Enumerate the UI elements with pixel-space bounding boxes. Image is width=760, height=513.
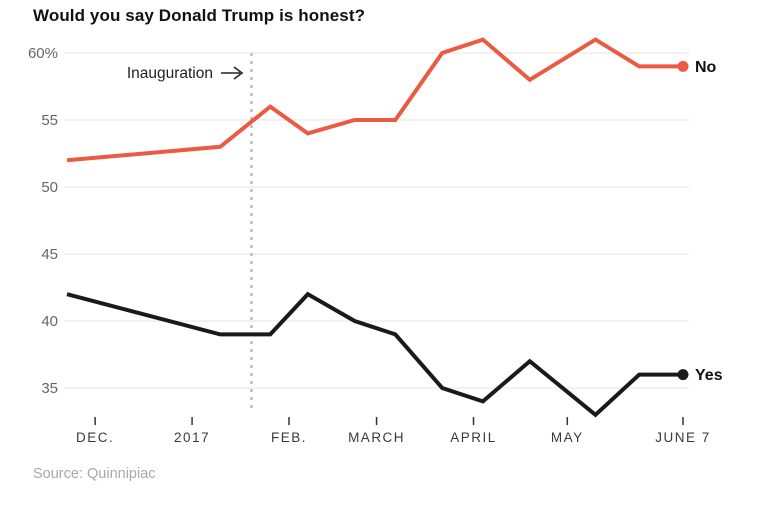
series-end-label-yes: Yes xyxy=(695,367,723,384)
y-axis-label: 60% xyxy=(28,45,58,62)
chart-title: Would you say Donald Trump is honest? xyxy=(33,6,366,25)
series-end-label-no: No xyxy=(695,59,717,76)
series-end-dot-no xyxy=(677,60,689,72)
y-axis-label: 45 xyxy=(41,246,58,263)
y-axis-label: 35 xyxy=(41,380,58,397)
y-axis-label: 40 xyxy=(41,313,58,330)
right-arrow-icon xyxy=(221,66,244,80)
y-axis-label: 55 xyxy=(41,112,58,129)
x-axis-label: APRIL xyxy=(450,430,497,445)
x-axis-label: MAY xyxy=(551,430,584,445)
y-axis-label: 50 xyxy=(41,179,58,196)
series-end-dot-yes xyxy=(677,369,689,381)
x-axis-label: FEB. xyxy=(271,430,307,445)
series-line-yes xyxy=(66,291,683,418)
x-axis-label: 2017 xyxy=(174,430,210,445)
x-axis-label: MARCH xyxy=(348,430,405,445)
x-axis-label: JUNE 7 xyxy=(655,430,711,445)
series-line-no xyxy=(66,37,683,163)
x-axis-label: DEC. xyxy=(76,430,114,445)
inauguration-label: Inauguration xyxy=(127,65,213,82)
source-note: Source: Quinnipiac xyxy=(33,466,156,482)
